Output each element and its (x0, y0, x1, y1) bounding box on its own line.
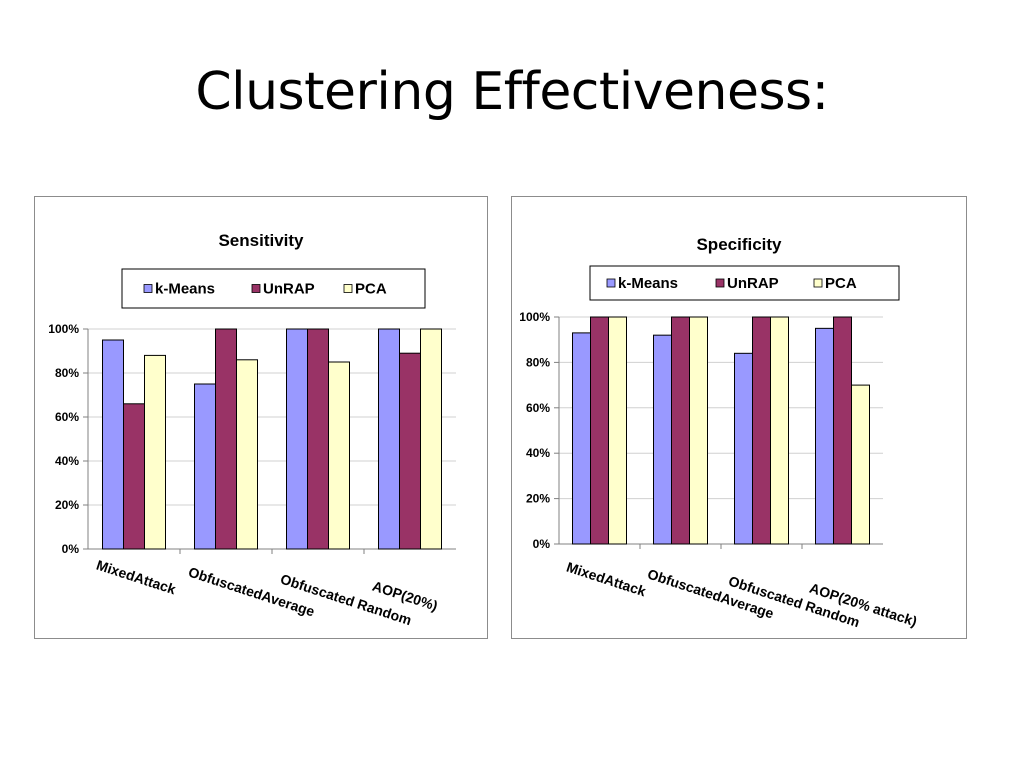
sensitivity-legend-label-k-means: k-Means (155, 281, 215, 298)
sensitivity-bar-unrap-obfuscated-random (307, 328, 329, 550)
specificity-chart: Specificity k-Means UnRAP PCA 0% 20% 40% 60% 80%… (519, 235, 919, 630)
specificity-category-label-mixedattack: MixedAttack (565, 559, 649, 600)
specificity-bar-pca-obfuscated-random (770, 316, 789, 545)
specificity-legend-label-k-means: k-Means (618, 275, 678, 292)
sensitivity-legend-swatch-pca (343, 284, 353, 293)
sensitivity-y-tick-label: 40% (55, 454, 79, 468)
sensitivity-category-label-mixedattack: MixedAttack (94, 557, 178, 598)
sensitivity-bar-k-means-obfuscatedaverage (194, 383, 216, 550)
specificity-y-tick-label: 80% (526, 355, 550, 369)
specificity-chart-panel: Specificity k-Means UnRAP PCA 0% 20% 40% 60% 80%… (511, 196, 967, 639)
sensitivity-bar-pca-obfuscated-random (328, 361, 350, 550)
specificity-y-tick-label: 100% (519, 310, 550, 324)
specificity-legend-swatch-pca (813, 278, 823, 288)
sensitivity-bar-k-means-aop-20 (378, 328, 400, 550)
specificity-legend-label-unrap: UnRAP (727, 275, 779, 292)
sensitivity-bar-pca-mixedattack (144, 354, 166, 550)
sensitivity-legend-swatch-unrap (251, 284, 261, 293)
slide-title: Clustering Effectiveness: (195, 62, 829, 122)
sensitivity-legend (121, 268, 426, 309)
sensitivity-bar-pca-aop-20 (420, 328, 442, 550)
sensitivity-chart: Sensitivity k-Means UnRAP PCA 0% 20% 40% 60% 80%… (48, 231, 456, 628)
specificity-bar-pca-obfuscatedaverage (689, 316, 708, 545)
specificity-bar-k-means-obfuscatedaverage (653, 334, 672, 545)
sensitivity-y-tick-label: 20% (55, 498, 79, 512)
specificity-y-tick-label: 40% (526, 446, 550, 460)
sensitivity-legend-label-unrap: UnRAP (263, 281, 315, 298)
sensitivity-chart-title: Sensitivity (218, 231, 304, 250)
sensitivity-y-tick-label: 60% (55, 410, 79, 424)
sensitivity-legend-label-pca: PCA (355, 281, 387, 298)
specificity-y-tick-label: 20% (526, 492, 550, 506)
specificity-bar-unrap-aop-20-attack (833, 316, 852, 545)
sensitivity-bar-unrap-aop-20 (399, 352, 421, 550)
specificity-bar-unrap-obfuscatedaverage (671, 316, 690, 545)
specificity-bar-k-means-obfuscated-random (734, 352, 753, 545)
specificity-y-tick-label: 60% (526, 401, 550, 415)
specificity-bar-k-means-aop-20-attack (815, 327, 834, 545)
specificity-legend-swatch-k-means (606, 278, 616, 288)
sensitivity-legend-swatch-k-means (143, 284, 153, 293)
sensitivity-chart-panel: Sensitivity k-Means UnRAP PCA 0% 20% 40% 60% 80%… (34, 196, 488, 639)
sensitivity-bar-unrap-obfuscatedaverage (215, 328, 237, 550)
specificity-bar-pca-aop-20-attack (851, 384, 870, 545)
specificity-legend-swatch-unrap (715, 278, 725, 288)
specificity-bar-pca-mixedattack (608, 316, 627, 545)
sensitivity-bar-k-means-mixedattack (102, 339, 124, 550)
specificity-chart-title: Specificity (696, 235, 782, 254)
sensitivity-bar-pca-obfuscatedaverage (236, 359, 258, 550)
sensitivity-bar-k-means-obfuscated-random (286, 328, 308, 550)
sensitivity-y-tick-label: 0% (62, 542, 80, 556)
sensitivity-bar-unrap-mixedattack (123, 403, 145, 550)
sensitivity-y-tick-label: 80% (55, 366, 79, 380)
specificity-bar-k-means-mixedattack (572, 332, 591, 545)
specificity-bar-unrap-obfuscated-random (752, 316, 771, 545)
specificity-y-tick-label: 0% (533, 537, 551, 551)
specificity-bar-unrap-mixedattack (590, 316, 609, 545)
specificity-legend (589, 265, 900, 301)
sensitivity-y-tick-label: 100% (48, 322, 79, 336)
specificity-legend-label-pca: PCA (825, 275, 857, 292)
